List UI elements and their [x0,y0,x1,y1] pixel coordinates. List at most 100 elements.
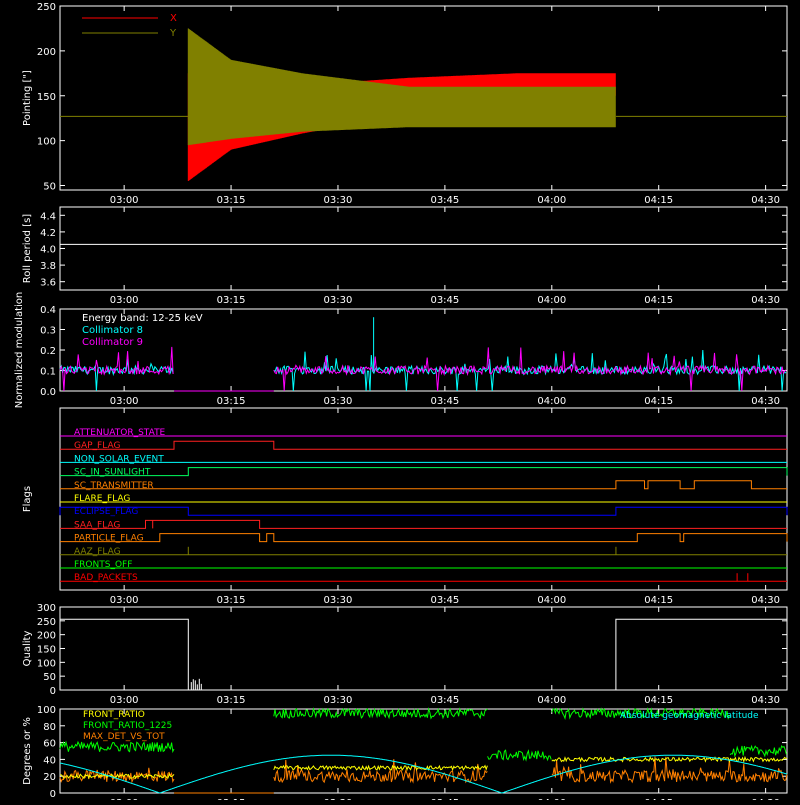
modulation-annotation: Collimator 9 [82,337,143,348]
quality-ytick-label: 200 [37,631,56,642]
flags-xtick-label: 03:15 [217,595,246,606]
flags-xtick-label: 04:30 [751,595,780,606]
flags-xtick-label: 04:15 [644,595,673,606]
modulation-annotation: Energy band: 12-25 keV [82,313,203,324]
modulation-ytick-label: 0.4 [40,305,56,316]
ratios-frame [59,708,788,794]
flags-xtick-label: 03:30 [324,595,353,606]
quality-ytick-label: 100 [37,658,56,669]
flag-line-saa_flag [60,519,787,529]
ratios-ytick-label: 80 [43,722,56,733]
roll-ytick-label: 4.0 [40,245,56,256]
flags-xtick-label: 03:00 [110,595,139,606]
roll-xtick-label: 04:15 [644,295,673,306]
modulation-xtick-label: 03:00 [110,396,139,407]
ratios-series-max-det-vs-tot [59,756,788,784]
modulation-ytick-label: 0.2 [40,346,56,357]
pointing-ytick-label: 100 [37,137,56,148]
quality-xtick-label: 04:15 [644,695,673,706]
quality-ytick-label: 0 [50,686,56,697]
quality-series [60,618,787,691]
modulation-ytick-label: 0.3 [40,326,56,337]
flag-line-sc_in_sunlight [60,467,788,477]
ratios-ytick-label: 40 [43,755,56,766]
modulation-xtick-label: 04:30 [751,396,780,407]
flags-panel: 03:00 03:15 03:30 03:45 04:00 04:15 04:30 Flags… [22,407,788,606]
pointing-ylabel: Pointing ["] [22,70,33,126]
pointing-xtick-label: 04:30 [751,195,780,206]
ratios-legend-label: FRONT_RATIO [83,710,145,720]
roll-frame [59,206,788,291]
flag-label-bad_packets: BAD_PACKETS [74,573,138,583]
pointing-panel: 03:00 03:15 03:30 03:45 04:00 04:15 04:30 50 100… [22,2,788,206]
flags-frame [59,407,788,591]
pointing-series-y [187,28,616,146]
legend-y-label: Y [169,28,177,39]
quality-ytick-label: 300 [37,603,56,614]
ratios-legend-geomag: Absolute geomagnetic latitude [620,711,759,721]
flag-label-fronts_off: FRONTS_OFF [74,560,132,570]
quality-ytick-label: 150 [37,645,56,656]
flag-label-eclipse_flag: ECLIPSE_FLAG [74,507,138,517]
pointing-ytick-label: 50 [43,182,56,193]
pointing-ytick-label: 250 [37,2,56,13]
flag-label-flare_flag: FLARE_FLAG [74,494,130,504]
quality-ylabel: Quality [22,631,33,667]
roll-xtick-label: 03:00 [110,295,139,306]
roll-xtick-label: 04:30 [751,295,780,306]
ratios-panel: 03:0003:1503:3003:4504:0004:1504:3002040… [22,705,788,805]
flag-label-sc_transmitter: SC_TRANSMITTER [74,481,154,491]
modulation-series-9 [59,346,787,392]
modulation-xtick-label: 04:00 [537,396,566,407]
roll-ylabel: Roll period [s] [22,214,33,283]
modulation-ytick-label: 0.0 [40,387,56,398]
flag-label-non_solar_event: NON_SOLAR_EVENT [74,454,164,464]
flag-label-particle_flag: PARTICLE_FLAG [74,534,144,544]
roll-ytick-label: 3.8 [40,261,56,272]
pointing-xtick-label: 04:00 [537,195,566,206]
roll-ytick-label: 4.2 [40,228,56,239]
ratios-series-front-ratio [59,755,788,780]
roll-panel: 03:00 03:15 03:30 03:45 04:00 04:15 04:30 3.6 3.… [22,206,788,306]
modulation-annotation: Collimator 8 [82,325,143,336]
flag-label-sc_in_sunlight: SC_IN_SUNLIGHT [74,468,151,478]
roll-xtick-label: 04:00 [537,295,566,306]
modulation-xtick-label: 03:30 [324,396,353,407]
pointing-xtick-label: 03:00 [110,195,139,206]
flag-label-saa_flag: SAA_FLAG [74,520,120,530]
ratios-series-front-ratio-1225 [59,707,787,762]
ratios-ylabel: Degrees or % [22,717,33,785]
pointing-xtick-label: 04:15 [644,195,673,206]
flags-xtick-label: 04:00 [537,595,566,606]
quality-xtick-label: 03:00 [110,695,139,706]
modulation-ytick-label: 0.1 [40,367,56,378]
roll-xtick-label: 03:15 [217,295,246,306]
pointing-xtick-label: 03:45 [430,195,459,206]
legend-x-label: X [170,13,177,24]
quality-ytick-label: 50 [43,672,56,683]
pointing-ytick-label: 150 [37,92,56,103]
ratios-series-geomagnetic-latitude [59,754,788,794]
ratios-ytick-label: 0 [50,789,56,800]
roll-ytick-label: 3.6 [40,278,56,289]
quality-ytick-label: 250 [37,617,56,628]
ratios-ytick-label: 20 [43,772,56,783]
ratios-legend-label: FRONT_RATIO_1225 [83,721,172,731]
roll-xtick-label: 03:45 [430,295,459,306]
quality-panel: 03:00 03:15 03:30 03:45 04:00 04:15 04:30 0 50 10… [22,603,788,706]
roll-ytick-label: 4.4 [40,211,56,222]
flag-line-eclipse_flag [59,506,788,516]
quality-xtick-label: 04:30 [751,695,780,706]
flags-ylabel: Flags [22,486,33,512]
flag-line-gap_flag [60,440,787,450]
flag-label-aaz_flag: AAZ_FLAG [74,547,121,557]
flag-line-particle_flag [60,533,788,543]
modulation-panel: 03:00 03:15 03:30 03:45 04:00 04:15 04:30 0.0 0.… [14,292,788,408]
quality-xtick-label: 03:15 [217,695,246,706]
pointing-xtick-label: 03:30 [324,195,353,206]
quality-xtick-label: 03:45 [430,695,459,706]
pointing-frame [59,5,788,191]
modulation-xtick-label: 03:15 [217,396,246,407]
